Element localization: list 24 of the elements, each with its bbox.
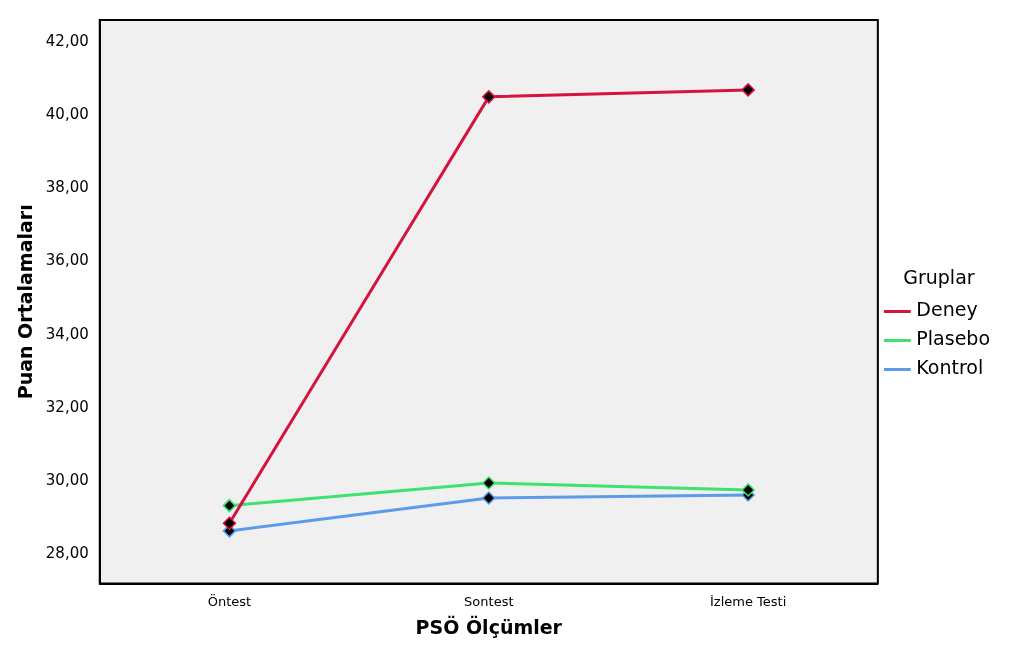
point — [482, 491, 496, 505]
x-tick-label: Öntest — [207, 592, 252, 609]
y-tick-label: 36,00 — [45, 251, 89, 270]
y-axis-title: Puan Ortalamaları — [14, 204, 37, 400]
legend-label: Plasebo — [916, 327, 990, 350]
y-tick-label: 34,00 — [45, 324, 89, 343]
y-tick-label: 38,00 — [45, 178, 89, 197]
point — [482, 476, 496, 490]
y-tick-label: 28,00 — [45, 544, 89, 563]
point — [222, 516, 237, 530]
x-axis-title: PSÖ Ölçümler — [415, 614, 563, 638]
y-tick-label: 32,00 — [45, 397, 89, 416]
legend-label: Kontrol — [916, 356, 984, 379]
y-tick-label: 42,00 — [45, 31, 89, 50]
x-tick-label: İzleme Testi — [710, 593, 787, 609]
point — [741, 83, 755, 97]
legend-label: Deney — [916, 298, 978, 321]
legend-title: Gruplar — [903, 265, 975, 288]
point — [222, 498, 237, 513]
y-tick-label: 30,00 — [45, 471, 89, 490]
y-tick-label: 40,00 — [45, 105, 89, 124]
point — [741, 483, 755, 497]
point — [482, 90, 496, 104]
x-tick-label: Sontest — [464, 593, 514, 609]
